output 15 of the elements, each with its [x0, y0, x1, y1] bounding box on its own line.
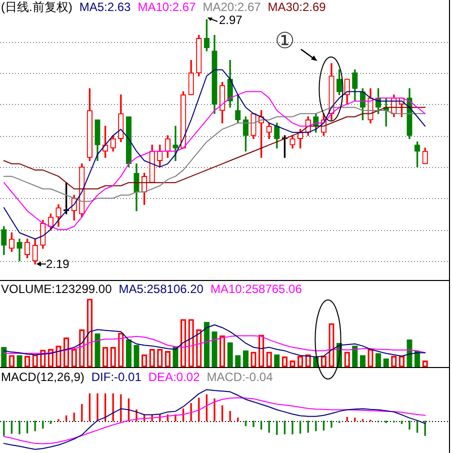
chart-title: MACD(12,26,9) — [1, 370, 84, 384]
series-label: DEA:0.02 — [148, 370, 200, 384]
annotation: 2.19 — [46, 257, 70, 271]
text: MA30:2.69 — [268, 0, 326, 14]
text: MA10:258765.06 — [210, 282, 302, 296]
annotation: ① — [275, 29, 295, 54]
text: MACD:-0.04 — [206, 370, 273, 384]
chart-title: (日线.前复权) — [1, 0, 72, 14]
text: MA20:2.67 — [202, 0, 261, 14]
annotation: 2.97 — [219, 13, 242, 27]
text: MA10:2.67 — [138, 0, 196, 14]
text: MA5:2.63 — [79, 0, 131, 14]
text: MA5:258106.20 — [118, 282, 204, 296]
text: DIF:-0.01 — [91, 370, 142, 384]
series-label: VOLUME:123299.00 — [1, 282, 112, 296]
